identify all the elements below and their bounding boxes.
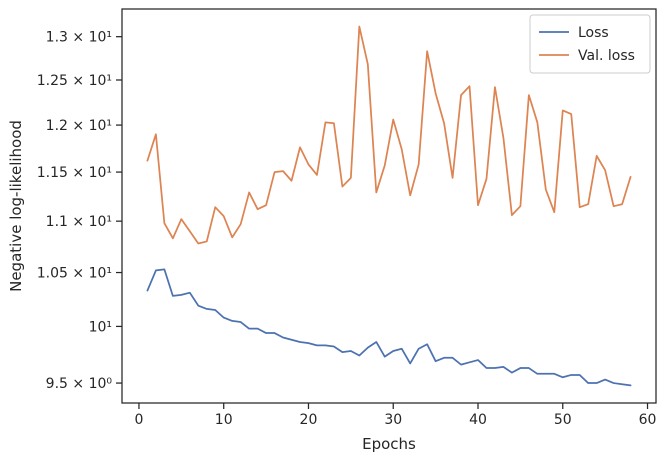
y-tick-label: 1.15 × 10¹ — [37, 165, 112, 181]
y-tick-label: 1.25 × 10¹ — [37, 73, 112, 89]
x-axis-ticks: 0 10 20 30 40 50 60 — [134, 403, 656, 428]
y-axis-label: Negative log-likelihood — [7, 120, 25, 292]
legend-label-val-loss: Val. loss — [578, 48, 635, 64]
x-tick-label: 50 — [554, 412, 572, 428]
x-axis-label: Epochs — [362, 435, 416, 453]
x-tick-label: 0 — [134, 412, 143, 428]
y-tick-label: 1.1 × 10¹ — [46, 214, 112, 230]
y-axis-ticks: 9.5 × 10⁰ 10¹ 1.05 × 10¹ 1.1 × 10¹ 1.15 × 10… — [37, 30, 122, 392]
y-tick-label: 10¹ — [89, 319, 112, 335]
y-tick-label: 1.05 × 10¹ — [37, 266, 112, 282]
series-line-loss — [146, 268, 632, 387]
series-layer — [146, 25, 632, 387]
y-tick-label: 1.2 × 10¹ — [46, 118, 112, 134]
legend: Loss Val. loss — [529, 14, 651, 74]
y-tick-label: 1.3 × 10¹ — [46, 30, 112, 46]
legend-label-loss: Loss — [578, 25, 609, 41]
x-tick-label: 60 — [639, 412, 657, 428]
x-tick-label: 30 — [384, 412, 402, 428]
x-tick-label: 40 — [469, 412, 487, 428]
y-tick-label: 9.5 × 10⁰ — [46, 376, 113, 392]
x-tick-label: 10 — [215, 412, 233, 428]
legend-box — [529, 14, 651, 74]
plot-frame — [121, 8, 657, 404]
x-tick-label: 20 — [300, 412, 318, 428]
series-line-val-loss — [146, 25, 632, 245]
